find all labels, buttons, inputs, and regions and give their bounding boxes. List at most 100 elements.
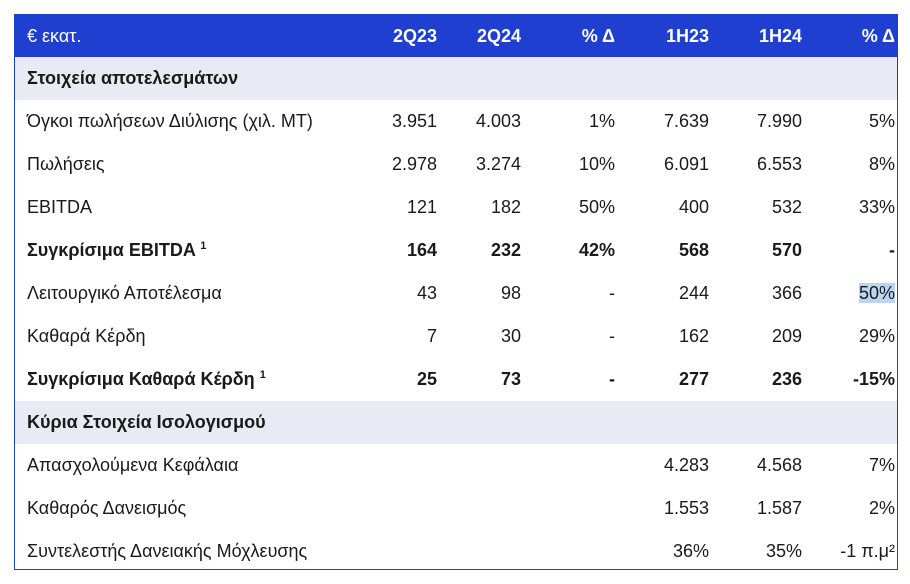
header-col-1h24: 1H24 [758, 25, 802, 46]
value-cell: 164 [360, 229, 443, 272]
cell-value: 244 [678, 283, 709, 303]
value-cell: 98 [443, 272, 527, 315]
value-cell [443, 444, 527, 487]
value-cell: 42% [527, 229, 621, 272]
cell-value: 1% [588, 111, 615, 131]
cell-value: 10% [578, 154, 615, 174]
value-cell: 29% [808, 315, 897, 358]
value-cell: 162 [621, 315, 715, 358]
table-row: Όγκοι πωλήσεων Διύλισης (χιλ. ΜΤ) 3.951 4.… [15, 100, 897, 143]
value-cell: - [527, 272, 621, 315]
value-cell: 4.568 [715, 444, 808, 487]
cell-value: 164 [406, 240, 437, 260]
header-col-change-q: % Δ [581, 25, 615, 46]
table-row: Καθαρός Δανεισμός 1.553 1.587 2% [15, 487, 897, 530]
cell-value: 4.003 [475, 111, 521, 131]
value-cell: - [808, 229, 897, 272]
cell-value: 29% [858, 326, 895, 346]
cell-value: 43 [416, 283, 437, 303]
value-cell: 4.003 [443, 100, 527, 143]
cell-value: -15% [852, 369, 895, 389]
row-label: Όγκοι πωλήσεων Διύλισης (χιλ. ΜΤ) [27, 111, 313, 131]
cell-value: 4.283 [663, 455, 709, 475]
cell-value: 98 [500, 283, 521, 303]
value-cell [527, 444, 621, 487]
table-row: Πωλήσεις 2.978 3.274 10% 6.091 6.553 8% [15, 143, 897, 186]
value-cell: -1 π.μ² [808, 530, 897, 569]
value-cell [360, 487, 443, 530]
cell-value: 7.639 [663, 111, 709, 131]
value-cell [443, 530, 527, 569]
header-col-change-h: % Δ [861, 25, 895, 46]
value-cell: -15% [808, 358, 897, 401]
table-row: Λειτουργικό Αποτέλεσμα 43 98 - 244 366 50% [15, 272, 897, 315]
value-cell: 43 [360, 272, 443, 315]
cell-value: 182 [490, 197, 521, 217]
table-row: Απασχολούμενα Κεφάλαια 4.283 4.568 7% [15, 444, 897, 487]
cell-value: 7% [868, 455, 895, 475]
cell-value: 50% [578, 197, 615, 217]
header-col-2q24: 2Q24 [476, 25, 521, 46]
value-cell: 4.283 [621, 444, 715, 487]
cell-value: 33% [858, 197, 895, 217]
footnote-marker: 1 [259, 369, 266, 381]
value-cell: 36% [621, 530, 715, 569]
value-cell: 1% [527, 100, 621, 143]
cell-value: 50% [858, 283, 895, 303]
row-label: Συγκρίσιμα EBITDA [27, 240, 196, 260]
value-cell: 182 [443, 186, 527, 229]
row-label-cell: Συντελεστής Δανειακής Μόχλευσης [15, 530, 360, 569]
value-cell: 6.553 [715, 143, 808, 186]
cell-value: -1 π.μ² [840, 541, 895, 561]
cell-value: 400 [678, 197, 709, 217]
row-label: EBITDA [27, 197, 93, 217]
value-cell: 3.274 [443, 143, 527, 186]
table-row: Συντελεστής Δανειακής Μόχλευσης 36% 35% -1 … [15, 530, 897, 569]
cell-value: 366 [771, 283, 802, 303]
value-cell: - [527, 315, 621, 358]
value-cell: - [527, 358, 621, 401]
row-label-cell: Καθαρά Κέρδη [15, 315, 360, 358]
value-cell: 33% [808, 186, 897, 229]
table-row: Συγκρίσιμα Καθαρά Κέρδη 1 25 73 - 277 236 -15% [15, 358, 897, 401]
value-cell: 244 [621, 272, 715, 315]
cell-value: 568 [678, 240, 709, 260]
value-cell: 2% [808, 487, 897, 530]
row-label-cell: Καθαρός Δανεισμός [15, 487, 360, 530]
value-cell [443, 487, 527, 530]
cell-value: 30 [500, 326, 521, 346]
value-cell: 7.990 [715, 100, 808, 143]
value-cell: 400 [621, 186, 715, 229]
row-label: Λειτουργικό Αποτέλεσμα [27, 283, 222, 303]
row-label: Απασχολούμενα Κεφάλαια [27, 455, 239, 475]
row-label: Πωλήσεις [27, 154, 105, 174]
cell-value: 5% [868, 111, 895, 131]
row-label: Συγκρίσιμα Καθαρά Κέρδη [27, 369, 255, 389]
cell-value: 236 [771, 369, 802, 389]
cell-value: - [609, 369, 615, 389]
section-title: Κύρια Στοιχεία Ισολογισμού [15, 401, 897, 444]
value-cell: 121 [360, 186, 443, 229]
value-cell [527, 530, 621, 569]
value-cell: 50% [527, 186, 621, 229]
cell-value: 35% [765, 541, 802, 561]
row-label-cell: Πωλήσεις [15, 143, 360, 186]
value-cell: 3.951 [360, 100, 443, 143]
cell-value: 73 [500, 369, 521, 389]
value-cell: 1.587 [715, 487, 808, 530]
header-col-1h23: 1H23 [665, 25, 709, 46]
value-cell: 570 [715, 229, 808, 272]
value-cell: 73 [443, 358, 527, 401]
cell-value: - [609, 326, 615, 346]
row-label-cell: Λειτουργικό Αποτέλεσμα [15, 272, 360, 315]
value-cell: 5% [808, 100, 897, 143]
cell-value: 7.990 [756, 111, 802, 131]
value-cell: 7 [360, 315, 443, 358]
cell-value: 25 [416, 369, 437, 389]
cell-value: 4.568 [756, 455, 802, 475]
value-cell [360, 530, 443, 569]
header-col-2q23: 2Q23 [392, 25, 437, 46]
cell-value: 162 [678, 326, 709, 346]
table-row: Συγκρίσιμα EBITDA 1 164 232 42% 568 570 - [15, 229, 897, 272]
value-cell: 8% [808, 143, 897, 186]
